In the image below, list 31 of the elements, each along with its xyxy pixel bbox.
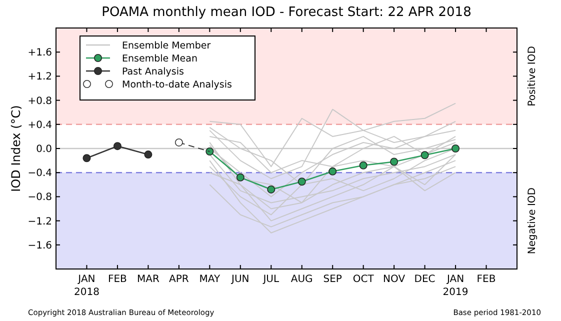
x-tick-label: OCT bbox=[352, 274, 375, 285]
legend-label: Month-to-date Analysis bbox=[122, 80, 232, 90]
x-tick-label: FEB bbox=[108, 274, 128, 285]
x-tick-label: FEB bbox=[476, 274, 496, 285]
x-tick-label: MAR bbox=[136, 274, 160, 285]
x-tick-label: JUN bbox=[230, 274, 250, 285]
y-tick-label: 0.0 bbox=[36, 144, 52, 155]
legend-label: Ensemble Mean bbox=[122, 54, 198, 64]
x-tick-label: DEC bbox=[414, 274, 436, 285]
y-axis-title: IOD Index (°C) bbox=[9, 105, 23, 192]
y-tick-label: −1.6 bbox=[28, 240, 52, 252]
band-label: Negative IOD bbox=[527, 187, 538, 254]
y-tick-label: +1.6 bbox=[28, 48, 52, 59]
x-tick-label: SEP bbox=[323, 274, 342, 285]
band-label: Positive IOD bbox=[527, 46, 538, 106]
chart-title: POAMA monthly mean IOD - Forecast Start: 22 APR 2018 bbox=[102, 5, 472, 20]
y-tick-label: −0.4 bbox=[28, 168, 52, 180]
legend-label: Ensemble Member bbox=[122, 40, 211, 52]
x-tick-label: JAN 2019 bbox=[442, 274, 468, 298]
x-tick-label: MAY bbox=[199, 274, 221, 285]
x-tick-label: JUL bbox=[262, 274, 280, 285]
y-tick-label: −0.8 bbox=[28, 192, 52, 204]
x-tick-label: JAN 2018 bbox=[74, 274, 100, 298]
x-tick-label: NOV bbox=[383, 274, 406, 285]
x-tick-label: AUG bbox=[290, 274, 313, 285]
x-tick-label: APR bbox=[169, 274, 189, 285]
y-tick-label: +0.4 bbox=[28, 120, 52, 131]
y-tick-label: +0.8 bbox=[28, 96, 52, 107]
y-tick-label: −1.2 bbox=[28, 216, 52, 228]
y-tick-label: +1.2 bbox=[28, 72, 52, 83]
legend-label: Past Analysis bbox=[122, 66, 184, 78]
